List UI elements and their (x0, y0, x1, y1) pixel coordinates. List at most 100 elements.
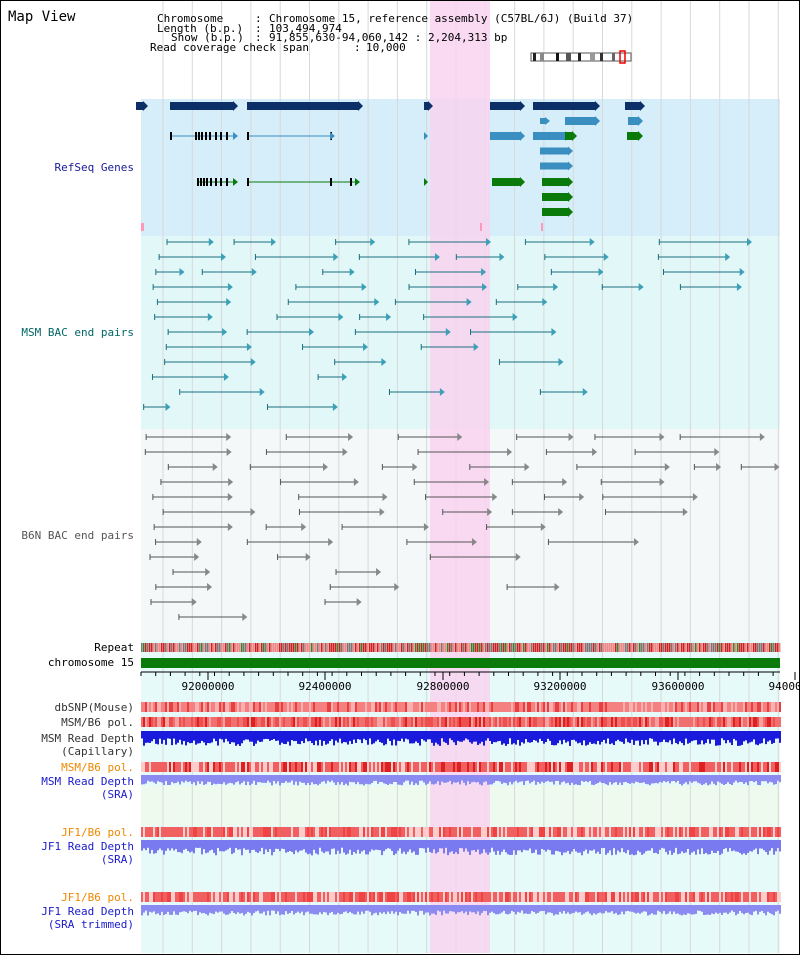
msm-pol-sra-track-cell (767, 762, 769, 772)
dbsnp-track-cell (181, 702, 183, 712)
ideogram-band (600, 53, 603, 61)
track-label-b6n-bac[interactable]: B6N BAC end pairs (21, 529, 134, 542)
jf1-pol-trimmed-track-cell (325, 892, 327, 902)
msm-depth-capillary-track-bar (561, 731, 563, 745)
repeat-segment (269, 643, 271, 652)
jf1-pol-track-cell (305, 827, 307, 837)
jf1-depth-trimmed-track-bar (199, 905, 201, 913)
msm-pol-track-cell (267, 717, 269, 727)
msm-depth-sra-track-bar (527, 775, 529, 781)
msm-depth-sra-track-bar (609, 775, 611, 783)
msm-pol-sra-track-cell (499, 762, 501, 772)
jf1-pol-track-cell (203, 827, 205, 837)
msm-depth-sra-track-bar (725, 775, 727, 785)
msm-depth-capillary-track-bar (429, 731, 431, 740)
msm-pol-track-cell (699, 717, 701, 727)
msm-pol-track-cell (405, 717, 407, 727)
repeat-segment (319, 643, 321, 652)
msm-depth-capillary-track-bar (687, 731, 689, 744)
msm-depth-sra-track-bar (491, 775, 493, 785)
jf1-pol-trimmed-track-cell (173, 892, 175, 902)
msm-pol-sra-track-cell (383, 762, 385, 772)
msm-pol-track-cell (771, 717, 773, 727)
msm-pol-track-cell (301, 717, 303, 727)
track-label-chromosome[interactable]: chromosome 15 (47, 656, 134, 669)
msm-pol-track-cell (565, 717, 567, 727)
msm-pol-sra-track-cell (381, 762, 383, 772)
jf1-pol-track-cell (623, 827, 625, 837)
repeat-segment (361, 643, 363, 652)
jf1-pol-trimmed-track-cell (487, 892, 489, 902)
jf1-pol-trimmed-track-cell (209, 892, 211, 902)
dbsnp-track-cell (333, 702, 335, 712)
msm-depth-capillary-track-bar (175, 731, 177, 745)
msm-pol-track-cell (321, 717, 323, 727)
track-label-msm-depth-capillary[interactable]: MSM Read Depth (Capillary) (41, 732, 134, 758)
repeat-segment (217, 643, 219, 652)
repeat-segment (565, 643, 567, 652)
jf1-pol-trimmed-track-cell (277, 892, 279, 902)
jf1-pol-trimmed-track-cell (513, 892, 515, 902)
repeat-segment (721, 643, 723, 652)
msm-bac-arrow (309, 328, 315, 336)
track-label-jf1-depth-trimmed[interactable]: JF1 Read Depth (SRA trimmed) (41, 905, 134, 931)
msm-depth-capillary-track-bar (641, 731, 643, 741)
repeat-segment (475, 643, 477, 652)
msm-pol-sra-track-cell (395, 762, 397, 772)
jf1-pol-track-cell (609, 827, 611, 837)
jf1-pol-track-cell (419, 827, 421, 837)
jf1-depth-track-bar (375, 840, 377, 850)
jf1-depth-trimmed-track-bar (623, 905, 625, 915)
jf1-depth-track-bar (669, 840, 671, 851)
jf1-depth-track-bar (619, 840, 621, 853)
jf1-pol-track-cell (583, 827, 585, 837)
msm-depth-sra-track-bar (159, 775, 161, 782)
msm-depth-capillary-track-bar (691, 731, 693, 742)
jf1-pol-trimmed-track-cell (141, 892, 143, 902)
track-label-msm-pol[interactable]: MSM/B6 pol. (61, 716, 134, 729)
gene-arrow (424, 132, 428, 140)
jf1-depth-trimmed-track-bar (671, 905, 673, 915)
repeat-segment (691, 643, 693, 652)
msm-depth-capillary-track-bar (493, 731, 495, 743)
track-label-jf1-depth[interactable]: JF1 Read Depth (SRA) (41, 840, 134, 866)
repeat-segment (331, 643, 333, 652)
jf1-depth-track-bar (169, 840, 171, 851)
msm-pol-sra-track-cell (619, 762, 621, 772)
msm-depth-capillary-track-bar (617, 731, 619, 740)
msm-depth-capillary-track-bar (141, 731, 143, 739)
b6n-bac-arrow (227, 493, 233, 501)
jf1-depth-track-bar (473, 840, 475, 851)
msm-depth-capillary-track-bar (499, 731, 501, 741)
jf1-pol-track-cell (517, 827, 519, 837)
track-label-jf1-pol[interactable]: JF1/B6 pol. (61, 826, 134, 839)
msm-pol-sra-track-cell (417, 762, 419, 772)
track-label-repeat[interactable]: Repeat (94, 641, 134, 654)
repeat-segment (197, 643, 199, 652)
dbsnp-track-cell (677, 702, 679, 712)
track-label-jf1-pol-trimmed[interactable]: JF1/B6 pol. (61, 891, 134, 904)
repeat-segment (735, 643, 737, 652)
msm-depth-capillary-track-bar (757, 731, 759, 746)
msm-depth-capillary-track-bar (593, 731, 595, 744)
jf1-pol-track-cell (385, 827, 387, 837)
msm-pol-track-cell (685, 717, 687, 727)
jf1-pol-trimmed-track-cell (179, 892, 181, 902)
msm-depth-capillary-track-bar (545, 731, 547, 743)
track-label-refseq[interactable]: RefSeq Genes (54, 161, 134, 174)
msm-depth-sra-track-bar (381, 775, 383, 783)
repeat-segment (535, 643, 537, 652)
track-label-msm-depth-sra[interactable]: MSM Read Depth (SRA) (41, 775, 134, 801)
jf1-pol-track-cell (263, 827, 265, 837)
track-label-dbsnp[interactable]: dbSNP(Mouse) (54, 701, 134, 714)
dbsnp-track-cell (615, 702, 617, 712)
dbsnp-track-cell (285, 702, 287, 712)
track-label-msm-pol-sra[interactable]: MSM/B6 pol. (61, 761, 134, 774)
jf1-pol-track-cell (369, 827, 371, 837)
msm-pol-sra-track-cell (519, 762, 521, 772)
jf1-depth-track-bar (733, 840, 735, 851)
jf1-depth-trimmed-track-bar (153, 905, 155, 912)
jf1-depth-track-bar (627, 840, 629, 850)
track-label-msm-bac[interactable]: MSM BAC end pairs (21, 326, 134, 339)
